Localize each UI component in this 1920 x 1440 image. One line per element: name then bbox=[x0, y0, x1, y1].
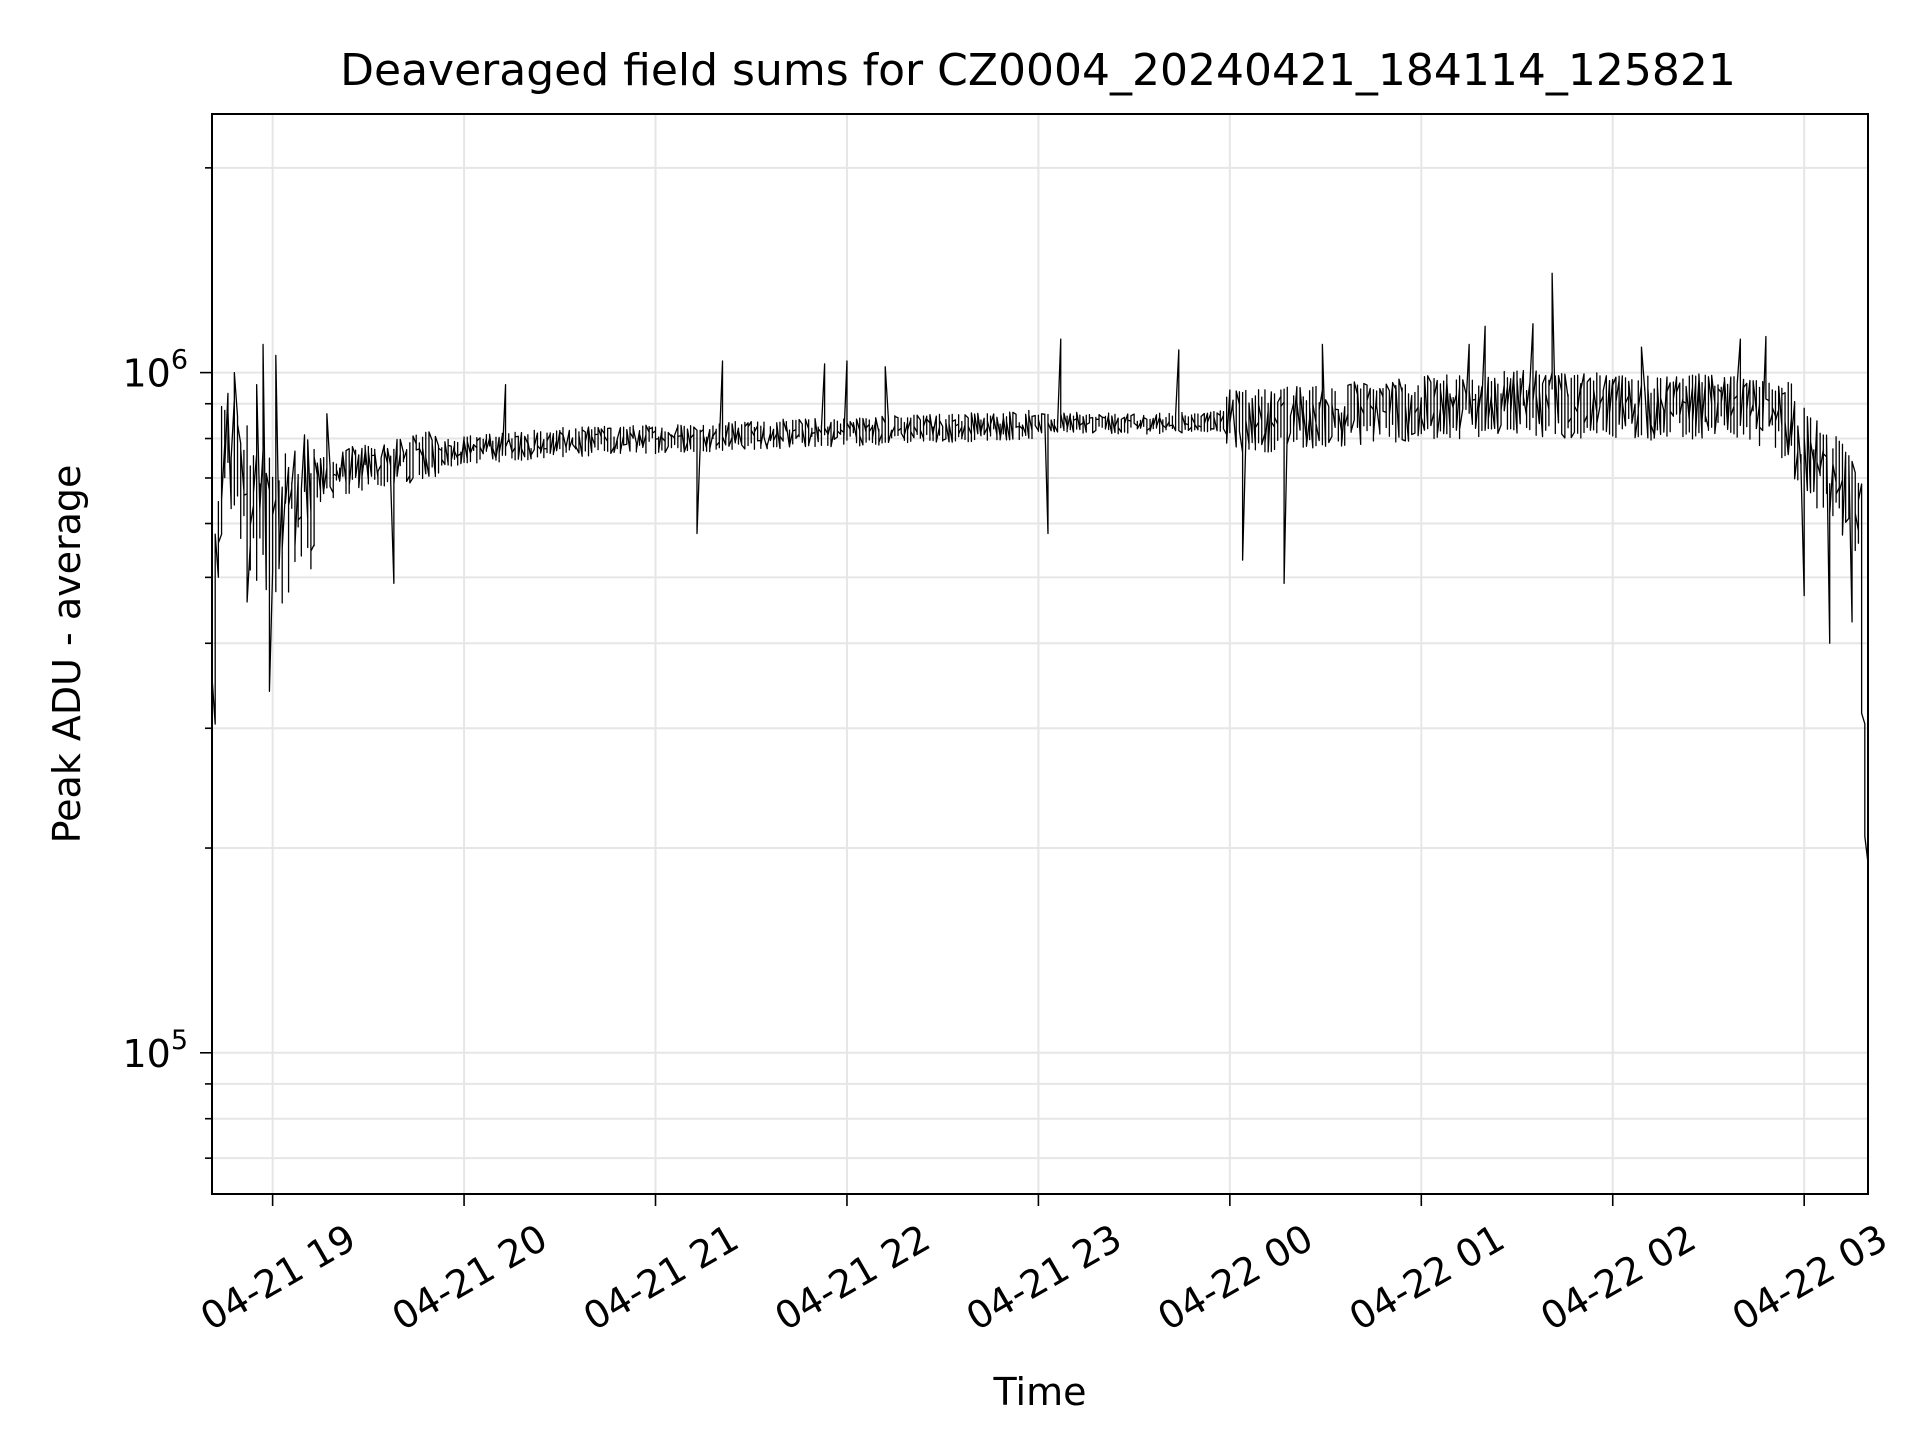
tick-layer: 04-21 19 04-21 20 04-21 21 04-21 22 04-21 23… bbox=[122, 167, 1895, 1340]
x-tick-label-7: 04-22 02 bbox=[1533, 1216, 1703, 1340]
chart-title: Deaveraged field sums for CZ0004_2024042… bbox=[340, 45, 1736, 96]
x-tick-label-1: 04-21 20 bbox=[385, 1216, 555, 1340]
x-tick-label-0: 04-21 19 bbox=[193, 1216, 363, 1340]
data-layer bbox=[211, 272, 1869, 934]
x-tick-label-3: 04-21 22 bbox=[767, 1216, 937, 1340]
x-axis-label: Time bbox=[993, 1370, 1087, 1414]
plot-frame bbox=[211, 113, 1869, 1195]
series-line bbox=[211, 272, 1869, 934]
x-tick-label-8: 04-22 03 bbox=[1725, 1216, 1895, 1340]
grid-layer bbox=[212, 114, 1868, 1194]
x-tick-label-5: 04-22 00 bbox=[1150, 1216, 1320, 1340]
x-tick-label-6: 04-22 01 bbox=[1342, 1216, 1512, 1340]
y-tick-label-1: 106 bbox=[122, 345, 188, 396]
y-axis-label: Peak ADU - average bbox=[45, 465, 89, 844]
y-tick-label-0: 105 bbox=[122, 1025, 188, 1076]
x-tick-label-2: 04-21 21 bbox=[576, 1216, 746, 1340]
x-tick-label-4: 04-21 23 bbox=[959, 1216, 1129, 1340]
